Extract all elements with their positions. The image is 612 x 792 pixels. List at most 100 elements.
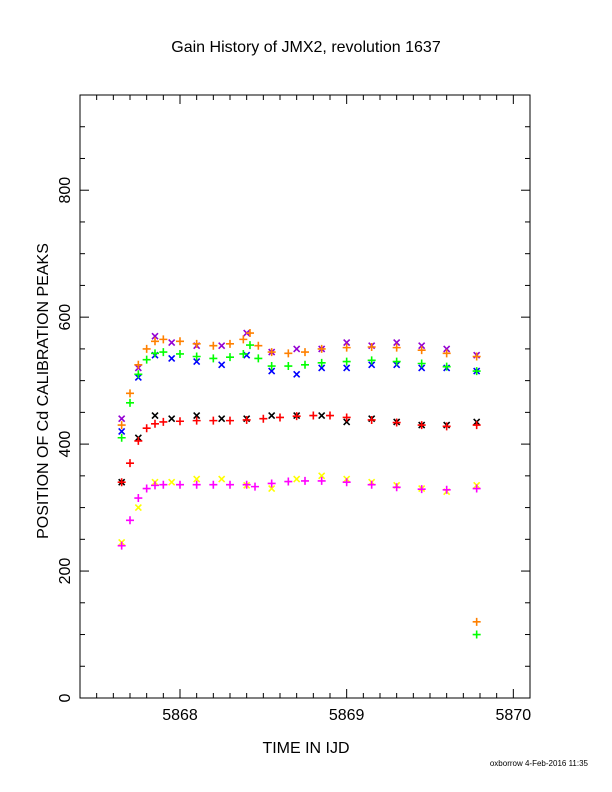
y-tick-label: 800 xyxy=(57,177,74,204)
data-point xyxy=(117,421,126,430)
data-point xyxy=(392,357,401,366)
data-point xyxy=(134,360,143,369)
data-point xyxy=(367,356,376,365)
data-point xyxy=(242,415,251,424)
y-tick-label: 400 xyxy=(57,431,74,458)
plot-frame xyxy=(79,94,531,699)
data-point xyxy=(392,483,401,492)
data-point xyxy=(472,630,481,639)
data-point xyxy=(418,364,426,372)
data-point xyxy=(368,361,376,369)
data-point xyxy=(142,355,151,364)
data-point xyxy=(142,484,151,493)
data-point xyxy=(417,346,426,355)
data-point xyxy=(393,338,401,347)
data-point xyxy=(259,414,268,423)
series-9 xyxy=(472,617,481,626)
y-tick-label: 0 xyxy=(57,693,74,702)
data-point xyxy=(159,348,168,357)
data-point xyxy=(134,370,143,379)
data-point xyxy=(209,480,218,489)
data-point xyxy=(367,480,376,489)
data-point xyxy=(392,343,401,352)
data-point xyxy=(392,418,401,427)
data-point xyxy=(254,354,263,363)
data-point xyxy=(268,484,276,493)
data-point xyxy=(343,364,351,372)
data-point xyxy=(301,360,309,369)
data-point xyxy=(218,415,226,423)
data-point xyxy=(343,338,351,347)
data-point xyxy=(472,367,481,376)
data-point xyxy=(226,339,234,348)
data-point xyxy=(226,416,234,425)
data-point xyxy=(284,477,293,486)
x-tick-label: 5868 xyxy=(162,707,198,724)
data-point xyxy=(367,342,376,351)
data-point xyxy=(442,349,451,358)
data-point xyxy=(151,337,159,346)
data-point xyxy=(192,339,201,348)
data-point xyxy=(318,364,326,372)
data-point xyxy=(192,480,201,489)
data-point xyxy=(151,481,159,490)
data-point xyxy=(176,349,184,358)
data-point xyxy=(267,362,276,371)
data-point xyxy=(168,354,176,362)
data-point xyxy=(301,348,309,357)
data-point xyxy=(226,353,234,362)
data-point xyxy=(151,411,159,420)
data-point xyxy=(342,413,351,422)
data-point xyxy=(126,516,134,525)
data-point xyxy=(218,361,226,369)
data-point xyxy=(159,480,168,489)
data-point xyxy=(418,342,426,350)
data-point xyxy=(142,344,151,353)
data-point xyxy=(442,422,451,431)
data-point xyxy=(239,349,248,358)
data-point xyxy=(218,475,226,483)
series-10 xyxy=(472,630,481,639)
data-point xyxy=(326,411,334,420)
data-point xyxy=(268,411,276,420)
data-point xyxy=(151,419,159,428)
data-point xyxy=(126,459,134,468)
data-point xyxy=(168,478,176,486)
series-6 xyxy=(117,411,481,487)
series-3 xyxy=(117,329,481,430)
data-point xyxy=(118,415,126,423)
data-point xyxy=(226,480,234,489)
data-point xyxy=(472,421,481,430)
data-point xyxy=(318,472,326,480)
data-point xyxy=(134,494,143,503)
data-point xyxy=(168,338,176,347)
data-point xyxy=(176,417,184,426)
data-point xyxy=(159,417,168,426)
data-point xyxy=(151,349,159,358)
data-point xyxy=(209,416,218,425)
data-point xyxy=(417,421,426,430)
data-point xyxy=(317,358,326,367)
x-tick-label: 5870 xyxy=(496,707,532,724)
data-point xyxy=(293,475,301,483)
data-point xyxy=(142,424,151,433)
data-point xyxy=(176,480,184,489)
data-point xyxy=(317,344,326,353)
data-point xyxy=(118,427,126,435)
data-point xyxy=(317,476,326,485)
series-7 xyxy=(118,472,481,547)
data-point xyxy=(442,485,451,494)
data-point xyxy=(417,485,426,494)
data-point xyxy=(301,476,309,485)
x-tick-label: 5869 xyxy=(329,707,365,724)
data-point xyxy=(276,413,284,422)
data-point xyxy=(342,478,351,487)
data-point xyxy=(246,341,254,350)
series-2 xyxy=(118,351,481,435)
chart-title: Gain History of JMX2, revolution 1637 xyxy=(171,39,441,56)
data-point xyxy=(117,478,126,487)
data-point xyxy=(318,411,326,420)
data-point xyxy=(284,362,293,371)
data-point xyxy=(267,348,276,357)
